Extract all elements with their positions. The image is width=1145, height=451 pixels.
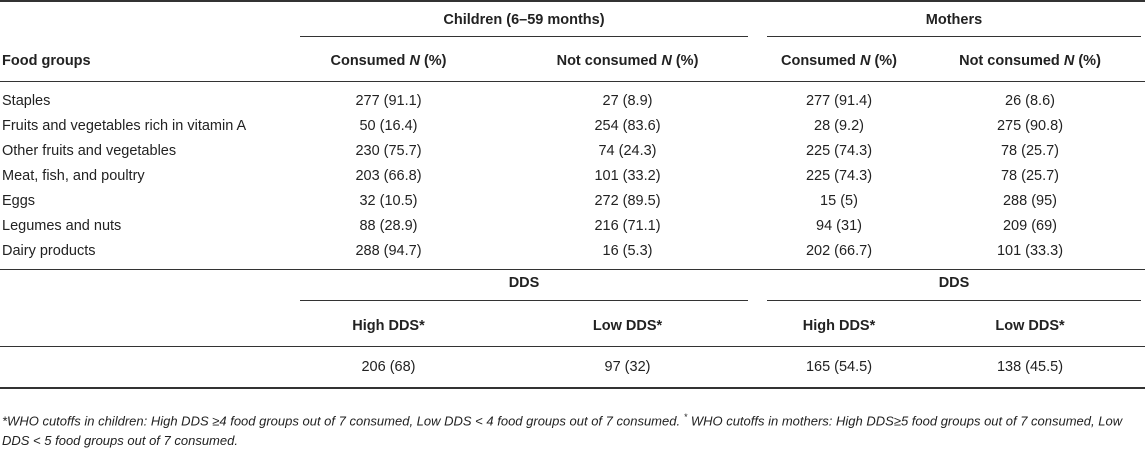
children-not-consumed-cell: 27 (8.9) bbox=[602, 92, 653, 109]
children-dds-title: DDS bbox=[285, 270, 763, 306]
mothers-consumed-cell: 15 (5) bbox=[820, 192, 858, 209]
mothers-consumed-cell: 202 (66.7) bbox=[805, 242, 873, 259]
food-group-label: Eggs bbox=[2, 192, 36, 209]
mothers-group-underline bbox=[767, 35, 1141, 37]
food-group-label: Legumes and nuts bbox=[2, 217, 122, 234]
table-row: Dairy products 288 (94.7) 16 (5.3) 202 (… bbox=[0, 238, 1145, 263]
children-not-consumed-cell: 272 (89.5) bbox=[594, 192, 661, 209]
mothers-not-consumed-cell: 78 (25.7) bbox=[1000, 167, 1060, 184]
children-consumed-cell: 277 (91.1) bbox=[355, 92, 422, 109]
children-low-dds-header: Low DDS* bbox=[592, 318, 663, 334]
table-row: Fruits and vegetables rich in vitamin A … bbox=[0, 113, 1145, 138]
table-footnote: *WHO cutoffs in children: High DDS ≥4 fo… bbox=[2, 412, 1123, 449]
children-not-consumed-cell: 216 (71.1) bbox=[594, 217, 661, 234]
food-group-label: Other fruits and vegetables bbox=[2, 142, 177, 159]
dds-header-row: High DDS* Low DDS* High DDS* Low DDS* bbox=[0, 306, 1145, 347]
food-group-label: Fruits and vegetables rich in vitamin A bbox=[2, 117, 247, 134]
food-group-label: Staples bbox=[2, 92, 51, 109]
children-consumed-cell: 88 (28.9) bbox=[359, 217, 418, 234]
group-header-row: Children (6–59 months) Mothers bbox=[0, 2, 1145, 41]
mothers-consumed-cell: 277 (91.4) bbox=[805, 92, 873, 109]
dds-title-row: DDS DDS bbox=[0, 270, 1145, 306]
children-high-dds-header: High DDS* bbox=[352, 318, 425, 334]
table-row: Meat, fish, and poultry 203 (66.8) 101 (… bbox=[0, 163, 1145, 188]
children-high-dds-cell: 206 (68) bbox=[361, 359, 416, 375]
children-consumed-cell: 288 (94.7) bbox=[355, 242, 422, 259]
mothers-group-header: Mothers bbox=[763, 2, 1145, 41]
food-groups-header: Food groups bbox=[2, 53, 91, 69]
food-groups-table: Children (6–59 months) Mothers Food grou… bbox=[0, 0, 1145, 390]
mothers-consumed-header: Consumed N (%) bbox=[780, 53, 898, 69]
mothers-consumed-cell: 225 (74.3) bbox=[805, 142, 873, 159]
mothers-dds-underline bbox=[767, 300, 1141, 301]
mothers-high-dds-header: High DDS* bbox=[802, 318, 876, 334]
mothers-consumed-cell: 225 (74.3) bbox=[805, 167, 873, 184]
table-row: Legumes and nuts 88 (28.9) 216 (71.1) 94… bbox=[0, 213, 1145, 238]
children-low-dds-cell: 97 (32) bbox=[604, 359, 651, 375]
food-group-label: Dairy products bbox=[2, 242, 96, 259]
children-not-consumed-cell: 254 (83.6) bbox=[594, 117, 661, 134]
children-group-underline bbox=[300, 35, 748, 37]
children-not-consumed-header: Not consumed N (%) bbox=[556, 53, 699, 69]
children-consumed-cell: 32 (10.5) bbox=[359, 192, 418, 209]
table-row: Other fruits and vegetables 230 (75.7) 7… bbox=[0, 138, 1145, 163]
mothers-not-consumed-cell: 275 (90.8) bbox=[996, 117, 1064, 134]
children-not-consumed-cell: 101 (33.2) bbox=[594, 167, 661, 184]
children-consumed-cell: 230 (75.7) bbox=[355, 142, 422, 159]
children-dds-underline bbox=[300, 300, 748, 301]
column-header-row: Food groups Consumed N (%) Not consumed … bbox=[0, 41, 1145, 82]
children-not-consumed-cell: 16 (5.3) bbox=[602, 242, 653, 259]
children-consumed-header: Consumed N (%) bbox=[330, 53, 447, 69]
mothers-consumed-cell: 94 (31) bbox=[816, 217, 862, 234]
children-group-header: Children (6–59 months) bbox=[285, 2, 763, 41]
mothers-low-dds-header: Low DDS* bbox=[995, 318, 1065, 334]
food-group-label: Meat, fish, and poultry bbox=[2, 167, 145, 184]
children-consumed-cell: 50 (16.4) bbox=[359, 117, 418, 134]
mothers-high-dds-cell: 165 (54.5) bbox=[805, 359, 873, 375]
dds-values-row: 206 (68) 97 (32) 165 (54.5) 138 (45.5) bbox=[0, 347, 1145, 388]
mothers-dds-title: DDS bbox=[763, 270, 1145, 306]
table-row: Staples 277 (91.1) 27 (8.9) 277 (91.4) 2… bbox=[0, 88, 1145, 113]
mothers-not-consumed-cell: 26 (8.6) bbox=[1005, 92, 1055, 109]
mothers-not-consumed-cell: 288 (95) bbox=[1002, 192, 1057, 209]
mothers-low-dds-cell: 138 (45.5) bbox=[996, 359, 1064, 375]
mothers-consumed-cell: 28 (9.2) bbox=[814, 117, 864, 134]
table-row: Eggs 32 (10.5) 272 (89.5) 15 (5) 288 (95… bbox=[0, 188, 1145, 213]
children-consumed-cell: 203 (66.8) bbox=[355, 167, 422, 184]
children-not-consumed-cell: 74 (24.3) bbox=[598, 142, 657, 159]
mothers-not-consumed-cell: 209 (69) bbox=[1002, 217, 1057, 234]
mothers-not-consumed-cell: 78 (25.7) bbox=[1000, 142, 1060, 159]
mothers-not-consumed-cell: 101 (33.3) bbox=[996, 242, 1064, 259]
mothers-not-consumed-header: Not consumed N (%) bbox=[959, 53, 1101, 69]
